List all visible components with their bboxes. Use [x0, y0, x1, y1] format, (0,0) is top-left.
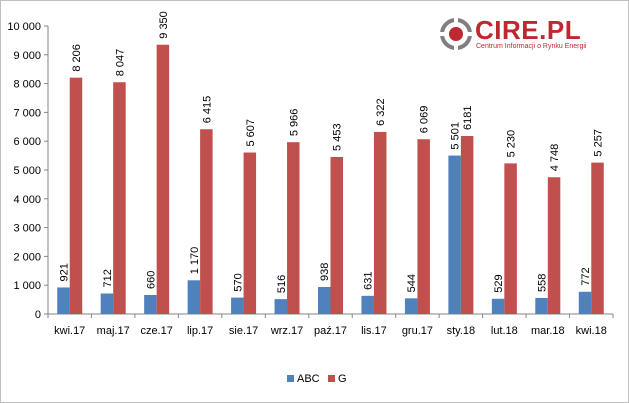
data-label-abc-10: 529 — [493, 274, 505, 292]
x-tick-label: lip.17 — [187, 325, 213, 337]
logo-subtitle: Centrum Informacji o Rynku Energii — [476, 43, 587, 50]
bar-g-11 — [547, 177, 561, 314]
chart-legend: ABC G — [287, 373, 347, 385]
data-label-g-3: 6 415 — [201, 96, 213, 124]
y-tick-label: 10 000 — [7, 21, 41, 33]
y-tick-label: 5 000 — [13, 165, 41, 177]
bar-g-8 — [417, 139, 430, 314]
cire-logo: CIRE.PL Centrum Informacji o Rynku Energ… — [440, 15, 612, 52]
bar-g-6 — [330, 156, 343, 314]
x-tick-label: mar.18 — [531, 325, 565, 337]
bar-abc-3 — [187, 280, 201, 314]
data-label-g-0: 8 206 — [71, 44, 83, 72]
data-label-abc-2: 660 — [145, 271, 157, 289]
data-label-abc-6: 938 — [319, 263, 331, 281]
data-label-abc-1: 712 — [102, 269, 114, 287]
y-tick-label: 4 000 — [13, 194, 41, 206]
x-tick-label: gru.17 — [402, 325, 433, 337]
x-tick-label: kwi.18 — [576, 325, 607, 337]
bar-abc-2 — [144, 294, 157, 314]
bar-abc-1 — [100, 293, 114, 314]
y-tick-label: 7 000 — [13, 107, 41, 119]
data-label-g-12: 5 257 — [593, 129, 605, 157]
y-tick-label: 2 000 — [13, 251, 41, 263]
bar-abc-7 — [361, 295, 374, 314]
logo-wordmark-main: CIRE — [475, 15, 540, 45]
data-label-abc-4: 570 — [232, 273, 244, 291]
data-label-g-6: 5 453 — [332, 123, 344, 151]
bar-abc-5 — [274, 299, 288, 314]
logo-wordmark-domain: .PL — [539, 15, 582, 45]
data-label-g-4: 5 607 — [245, 119, 257, 147]
bar-abc-10 — [491, 298, 505, 314]
bar-g-5 — [287, 142, 300, 314]
data-label-g-10: 5 230 — [506, 130, 518, 158]
x-tick-label: lut.18 — [491, 325, 518, 337]
bar-g-7 — [373, 131, 387, 314]
legend-swatch-g — [328, 375, 335, 382]
legend-swatch-abc — [287, 375, 294, 382]
data-label-g-5: 5 966 — [288, 109, 300, 137]
data-label-abc-7: 631 — [363, 271, 375, 289]
bar-abc-11 — [535, 297, 548, 314]
data-label-g-2: 9 350 — [158, 11, 170, 39]
bar-g-3 — [200, 129, 213, 314]
chart-axes: 0 1 000 2 000 3 000 4 000 5 000 6 000 7 000 8 00… — [7, 21, 614, 337]
data-label-g-9: 6181 — [462, 106, 474, 130]
bar-g-9 — [460, 135, 474, 314]
x-tick-label: sty.18 — [447, 325, 476, 337]
logo-wordmark: CIRE.PL — [475, 15, 581, 46]
data-label-g-8: 6 069 — [419, 106, 431, 134]
bar-g-4 — [243, 152, 257, 314]
bar-g-10 — [504, 163, 517, 314]
data-label-abc-11: 558 — [537, 274, 549, 292]
data-label-abc-12: 772 — [580, 267, 592, 285]
bar-g-1 — [113, 82, 126, 314]
cire-emblem-icon — [440, 18, 472, 50]
x-tick-label: cze.17 — [140, 325, 172, 337]
data-label-g-7: 6 322 — [375, 98, 387, 126]
legend-label-g: G — [338, 373, 347, 385]
data-label-abc-5: 516 — [276, 275, 288, 293]
data-label-abc-0: 921 — [58, 263, 70, 281]
y-tick-label: 6 000 — [13, 136, 41, 148]
data-label-g-1: 8 047 — [114, 49, 126, 77]
data-label-abc-3: 1 170 — [189, 247, 201, 275]
y-tick-label: 3 000 — [13, 223, 41, 235]
x-tick-label: paź.17 — [314, 325, 347, 337]
data-label-abc-8: 544 — [406, 274, 418, 292]
bar-g-0 — [69, 77, 83, 314]
data-label-abc-9: 5 501 — [450, 122, 462, 150]
bar-abc-6 — [318, 286, 331, 314]
bar-g-2 — [156, 44, 170, 314]
x-tick-label: maj.17 — [97, 325, 130, 337]
x-tick-label: wrz.17 — [270, 325, 303, 337]
y-tick-label: 9 000 — [13, 50, 41, 62]
x-tick-label: kwi.17 — [54, 325, 85, 337]
bar-abc-0 — [57, 287, 70, 314]
bar-abc-12 — [578, 291, 592, 314]
y-tick-label: 0 — [35, 309, 41, 321]
legend-label-abc: ABC — [297, 373, 320, 385]
bar-abc-9 — [448, 155, 461, 314]
bar-abc-8 — [404, 298, 418, 314]
y-tick-label: 1 000 — [13, 280, 41, 292]
chart-bars — [57, 44, 604, 314]
chart-data-labels: 921 712 660 1 170 570 516 938 631 544 5 501 529 558… — [58, 11, 604, 293]
x-tick-label: lis.17 — [361, 325, 387, 337]
x-tick-label: sie.17 — [229, 325, 258, 337]
bar-abc-4 — [231, 297, 244, 314]
data-label-g-11: 4 748 — [549, 144, 561, 172]
bar-g-12 — [591, 162, 604, 314]
y-tick-label: 8 000 — [13, 79, 41, 91]
